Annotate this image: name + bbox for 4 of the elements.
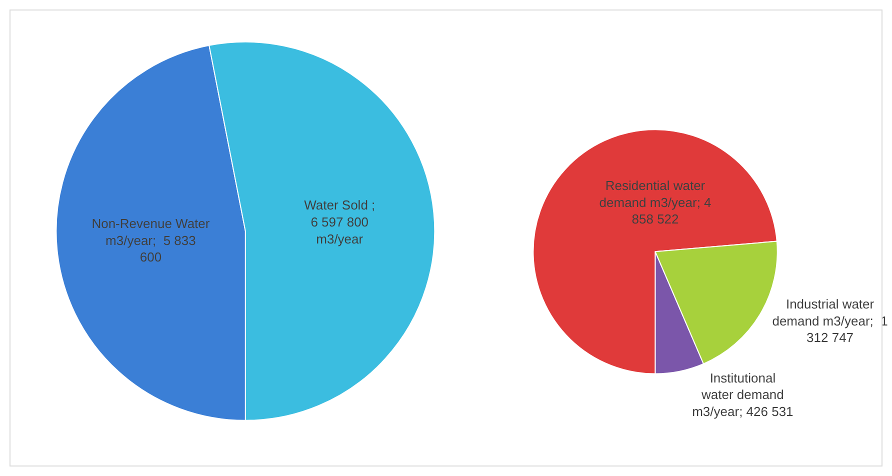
slice-label: Residential water demand m3/year; 4 858 522 [599, 178, 712, 227]
slice-label: Water Sold ; 6 597 800 m3/year [304, 198, 376, 246]
slice-label: Institutional water demand m3/year; 426 531 [692, 370, 794, 420]
slice-label: Non-Revenue Water m3/year; 5 833 600 [92, 216, 210, 265]
